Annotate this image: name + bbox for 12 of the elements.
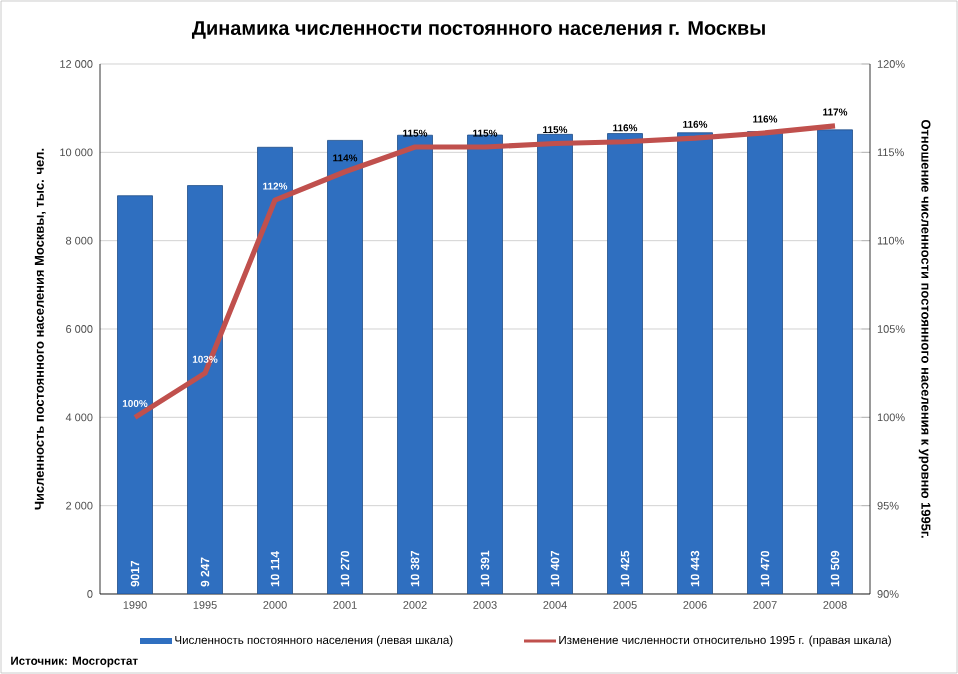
bar bbox=[397, 134, 433, 594]
chart-title: Динамика численности постоянного населения г. Москвы bbox=[191, 21, 765, 39]
bar bbox=[747, 131, 783, 594]
bar bbox=[257, 146, 293, 594]
bar bbox=[607, 133, 643, 594]
bar bbox=[817, 129, 853, 594]
bar bbox=[677, 132, 713, 594]
bar bbox=[537, 133, 573, 594]
bar bbox=[117, 195, 153, 594]
bar bbox=[187, 185, 223, 594]
bar bbox=[467, 134, 503, 594]
bar bbox=[327, 140, 363, 594]
